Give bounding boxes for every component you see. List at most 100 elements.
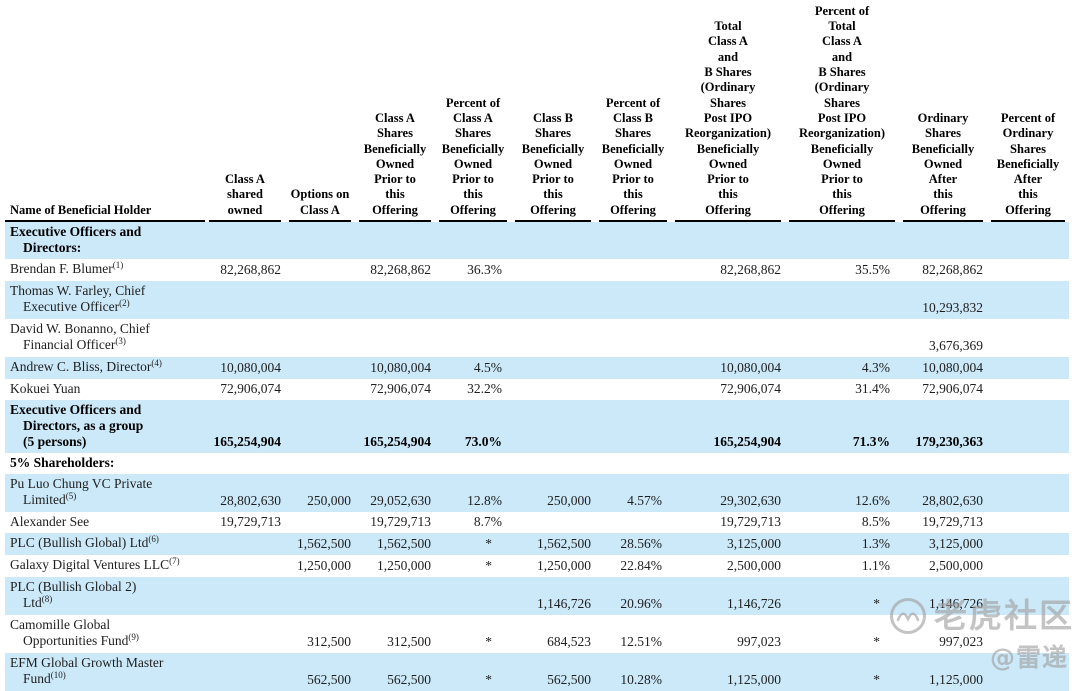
- value-cell: [595, 281, 671, 319]
- value-cell: 35.5%: [855, 262, 890, 277]
- holder-name-cell: PLC (Bullish Global) Ltd(6): [5, 533, 205, 555]
- value-cell: 19,729,713: [922, 514, 983, 529]
- value-cell: 1,562,500: [511, 533, 595, 555]
- value-cell: 312,500: [387, 634, 431, 649]
- table-row: Galaxy Digital Ventures LLC(7) 1,250,000 1…: [5, 555, 1069, 577]
- value-cell: 10,080,004: [899, 357, 987, 379]
- holder-name-line: David W. Bonanno, Chief: [10, 321, 150, 336]
- value-cell: 179,230,363: [899, 400, 987, 453]
- value-cell: [285, 319, 355, 357]
- value-cell: 250,000: [285, 474, 355, 512]
- value-cell: [595, 453, 671, 474]
- holder-name-line: Directors:: [23, 240, 82, 255]
- column-header: Ordinary Shares Beneficially Owned After…: [899, 0, 987, 222]
- value-cell: [671, 222, 785, 259]
- column-header-label: Percent of Class A Shares Beneficially O…: [439, 96, 507, 222]
- value-cell: 29,302,630: [671, 474, 785, 512]
- value-cell: 1,125,000: [671, 653, 785, 691]
- value-cell: 1,146,726: [511, 577, 595, 615]
- value-cell: 82,268,862: [922, 262, 983, 277]
- value-cell: [987, 474, 1069, 512]
- value-cell: 22.84%: [620, 558, 662, 573]
- holder-name-cell: Pu Luo Chung VC Private Limited(5): [5, 474, 205, 512]
- table-header: Name of Beneficial Holder Class A shared …: [5, 0, 1069, 222]
- table-row: Alexander See 19,729,713 19,729,713 8.7% 19,…: [5, 512, 1069, 533]
- value-cell: [595, 379, 671, 400]
- value-cell: 12.51%: [620, 634, 662, 649]
- value-cell: [987, 512, 1069, 533]
- table-row: 5% Shareholders:: [5, 453, 1069, 474]
- value-cell: [511, 319, 595, 357]
- value-cell: [987, 577, 1069, 615]
- value-cell: [355, 577, 435, 615]
- column-header: Class A Shares Beneficially Owned Prior …: [355, 0, 435, 222]
- footnote-superscript: (2): [119, 298, 130, 308]
- value-cell: [785, 453, 899, 474]
- value-cell: *: [873, 634, 880, 649]
- value-cell: [899, 453, 987, 474]
- value-cell: [435, 453, 511, 474]
- holder-name-cell: Kokuei Yuan: [5, 379, 205, 400]
- table-row: Thomas W. Farley, Chief Executive Officer…: [5, 281, 1069, 319]
- value-cell: 10,080,004: [205, 357, 285, 379]
- value-cell: [435, 222, 511, 259]
- value-cell: 1,250,000: [537, 558, 591, 573]
- value-cell: *: [485, 558, 492, 573]
- value-cell: [987, 400, 1069, 453]
- value-cell: [355, 319, 435, 357]
- value-cell: *: [435, 533, 511, 555]
- value-cell: [285, 379, 355, 400]
- holder-name-line: Executive Officer: [23, 299, 120, 314]
- footnote-superscript: (10): [50, 670, 66, 680]
- holder-name-line: Limited: [23, 492, 66, 507]
- column-header: Percent of Ordinary Shares Beneficially …: [987, 0, 1069, 222]
- value-cell: [435, 281, 511, 319]
- value-cell: 72,906,074: [922, 381, 983, 396]
- table-row: Executive Officers and Directors, as a gr…: [5, 400, 1069, 453]
- value-cell: [671, 319, 785, 357]
- value-cell: [987, 281, 1069, 319]
- footnote-superscript: (8): [41, 594, 53, 604]
- value-cell: [355, 222, 435, 259]
- column-header: Percent of Class B Shares Beneficially O…: [595, 0, 671, 222]
- value-cell: 3,125,000: [899, 533, 987, 555]
- value-cell: 997,023: [939, 634, 983, 649]
- footnote-superscript: (9): [128, 632, 139, 642]
- value-cell: [205, 615, 285, 653]
- table-row: PLC (Bullish Global 2) Ltd(8) 1,146,726 20.…: [5, 577, 1069, 615]
- value-cell: 12.6%: [785, 474, 899, 512]
- value-cell: 684,523: [547, 634, 591, 649]
- column-header: Percent of Total Class A and B Shares (O…: [785, 0, 899, 222]
- value-cell: [595, 222, 671, 259]
- value-cell: 20.96%: [595, 577, 671, 615]
- value-cell: 82,268,862: [370, 262, 431, 277]
- holder-name-line: Camomille Global: [10, 617, 111, 632]
- footnote-superscript: (6): [148, 534, 159, 544]
- value-cell: [595, 259, 671, 281]
- value-cell: [511, 400, 595, 453]
- holder-name-cell: Andrew C. Bliss, Director(4): [5, 357, 205, 379]
- value-cell: [671, 281, 785, 319]
- value-cell: [987, 379, 1069, 400]
- holder-name-cell: Executive Officers and Directors, as a gr…: [5, 400, 205, 453]
- value-cell: [671, 453, 785, 474]
- holder-name-line: Executive Officers and: [10, 402, 142, 417]
- value-cell: [511, 259, 595, 281]
- holder-name-line: Financial Officer: [23, 337, 116, 352]
- value-cell: [285, 222, 355, 259]
- value-cell: 72,906,074: [220, 381, 281, 396]
- value-cell: [205, 555, 285, 577]
- value-cell: 82,268,862: [720, 262, 781, 277]
- holder-name-line: Alexander See: [10, 514, 90, 529]
- value-cell: [595, 400, 671, 453]
- table-row: Andrew C. Bliss, Director(4) 10,080,004 10…: [5, 357, 1069, 379]
- value-cell: [511, 357, 595, 379]
- value-cell: 1,250,000: [377, 558, 431, 573]
- value-cell: [285, 400, 355, 453]
- holder-name-line: Fund: [23, 671, 51, 686]
- column-header: Class B Shares Beneficially Owned Prior …: [511, 0, 595, 222]
- value-cell: 562,500: [355, 653, 435, 691]
- value-cell: [285, 453, 355, 474]
- value-cell: 71.3%: [785, 400, 899, 453]
- holder-name-line: Pu Luo Chung VC Private: [10, 476, 153, 491]
